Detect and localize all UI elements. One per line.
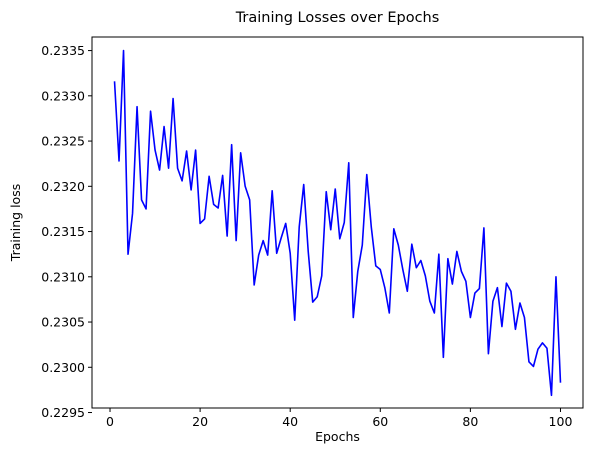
y-tick-label: 0.2295 (41, 405, 85, 420)
x-tick-label: 0 (106, 414, 114, 429)
y-tick-label: 0.2335 (41, 43, 85, 58)
x-tick-label: 100 (549, 414, 573, 429)
series-line-1 (113, 49, 562, 397)
x-axis: 0 20 40 60 80 100 (106, 408, 572, 429)
plot-frame (91, 36, 584, 409)
y-axis: 0.2295 0.2300 0.2305 0.2310 0.2315 0.2320 0.23… (41, 43, 92, 420)
y-tick-label: 0.2315 (41, 224, 85, 239)
y-axis-title: Training loss (8, 184, 23, 262)
y-tick-label: 0.2310 (41, 269, 85, 284)
x-axis-title: Epochs (315, 429, 360, 444)
y-tick-label: 0.2300 (41, 360, 85, 375)
chart-title: Training Losses over Epochs (235, 10, 440, 26)
y-tick-label: 0.2325 (41, 134, 85, 149)
x-tick-label: 60 (372, 414, 388, 429)
x-tick-label: 80 (462, 414, 478, 429)
y-tick-label: 0.2320 (41, 179, 85, 194)
x-tick-label: 20 (192, 414, 208, 429)
plot-area (91, 36, 584, 409)
x-tick-label: 40 (282, 414, 298, 429)
y-tick-label: 0.2330 (41, 88, 85, 103)
y-tick-label: 0.2305 (41, 315, 85, 330)
